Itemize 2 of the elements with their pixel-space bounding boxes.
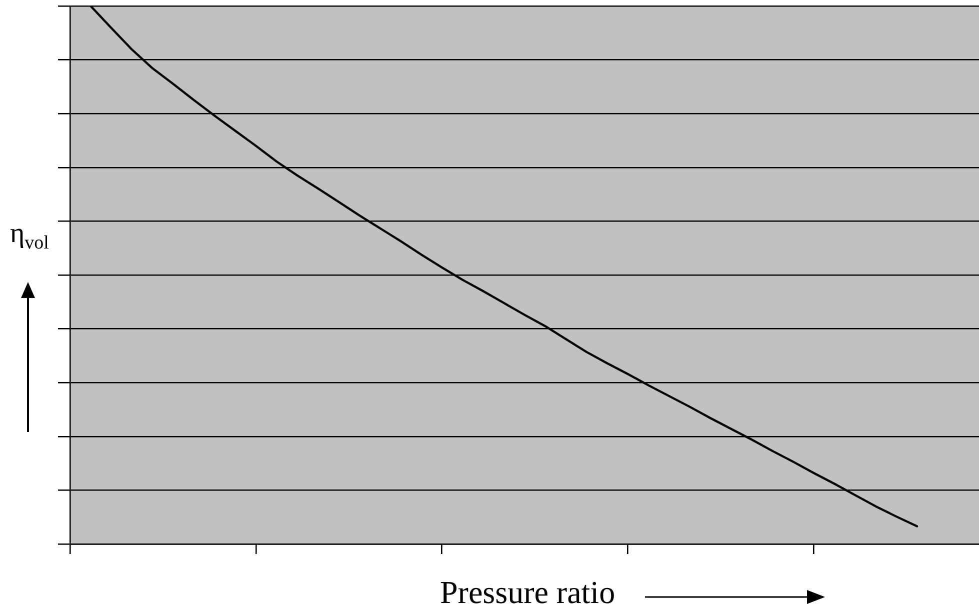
x-axis-title: Pressure ratio (440, 574, 616, 611)
y-axis-title: η$_{vol}$ (10, 218, 49, 255)
